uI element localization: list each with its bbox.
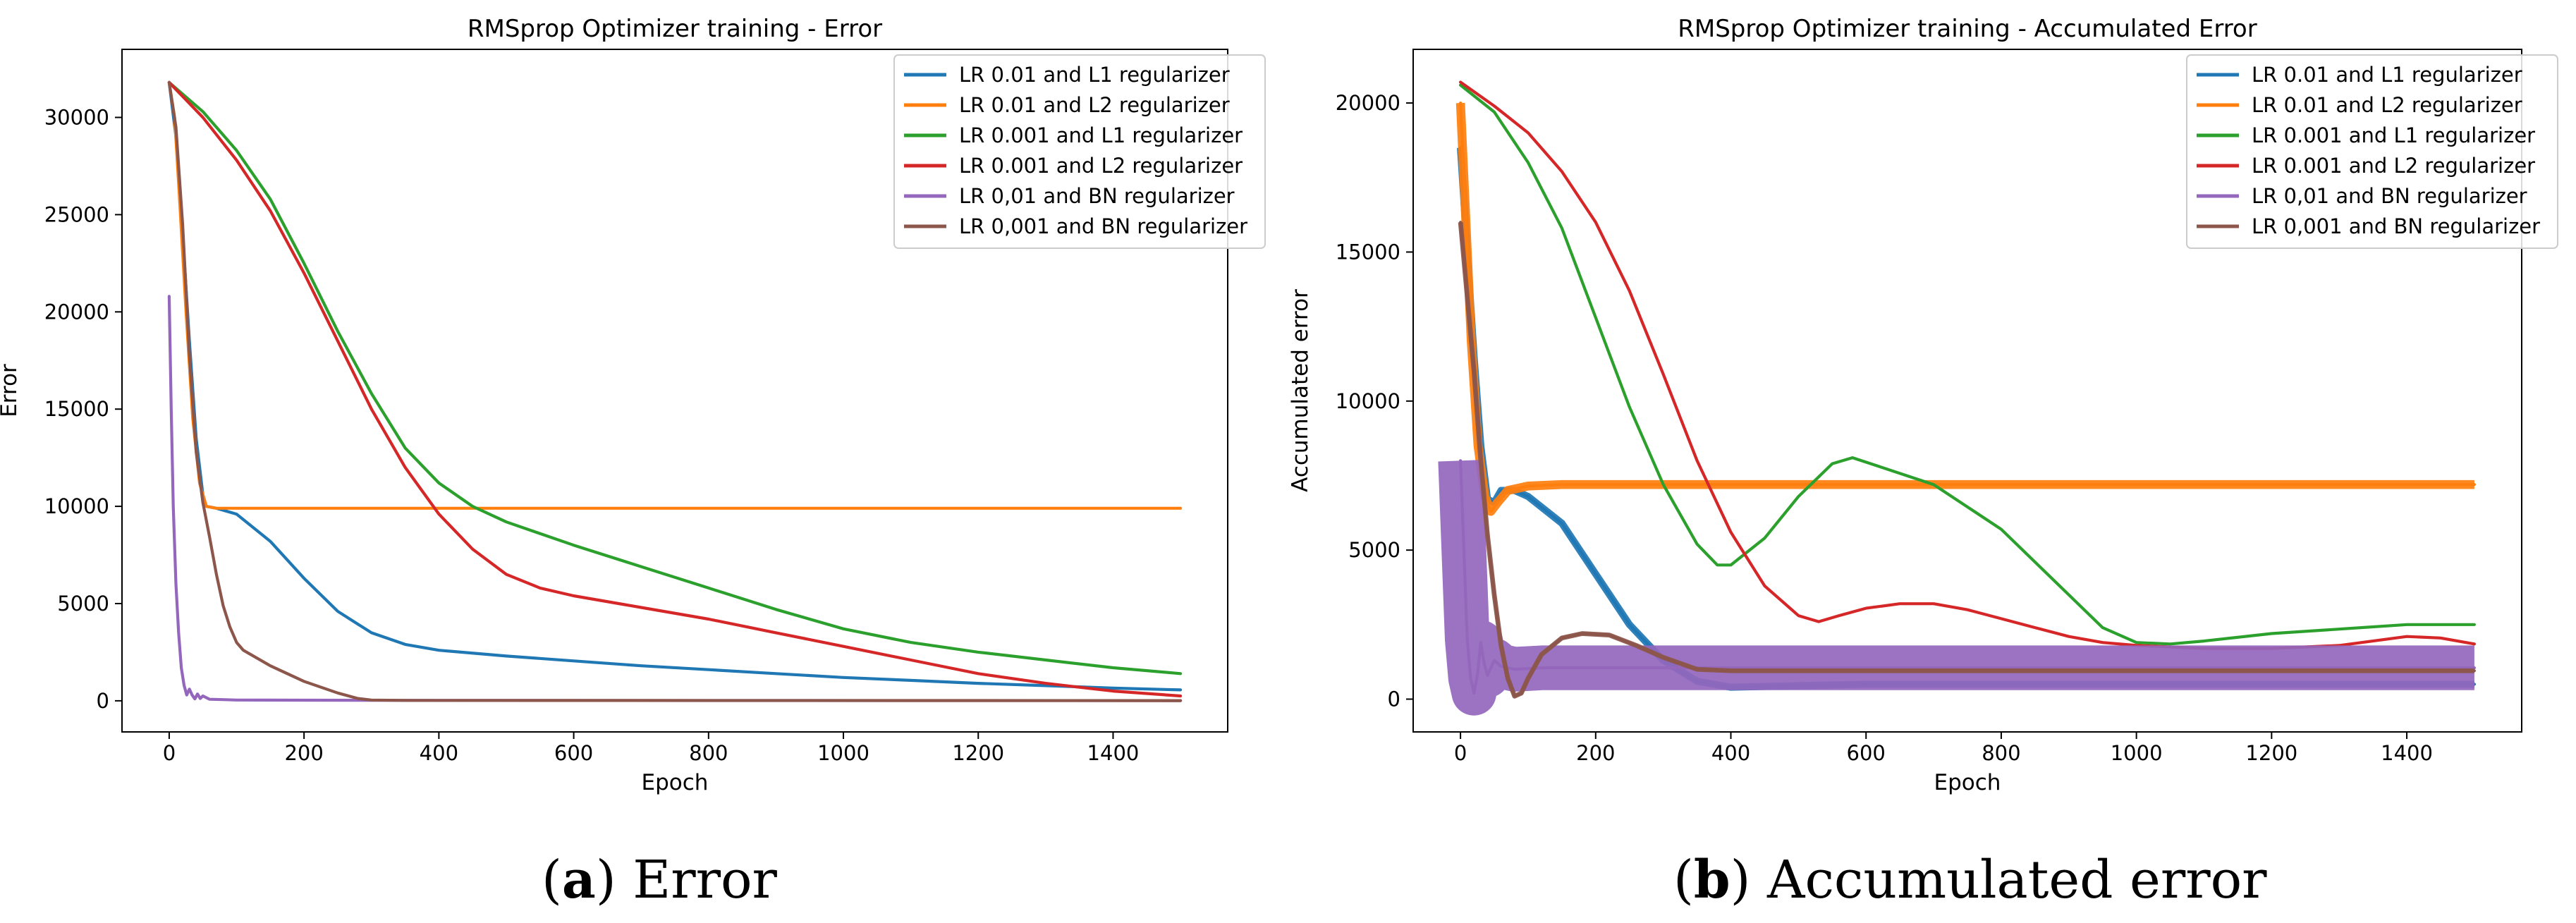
x-tick-label: 1000 — [2111, 741, 2163, 765]
y-tick-label: 30000 — [44, 106, 109, 130]
legend-entry: LR 0,001 and BN regularizer — [959, 214, 1247, 238]
y-tick-label: 20000 — [44, 300, 109, 324]
y-tick-label: 10000 — [44, 494, 109, 518]
caption-b-text: Accumulated error — [1750, 850, 2267, 910]
series-line-5 — [167, 80, 1183, 702]
x-tick-label: 600 — [554, 741, 593, 765]
x-tick-label: 400 — [420, 741, 458, 765]
chart-panel-a: 0 200 400 600 800 1000 1200 1400 0 5000 10000 15000… — [0, 15, 1266, 795]
y-tick-label: 0 — [97, 689, 109, 713]
series-line-4 — [1459, 459, 2476, 695]
caption-a-text: Error — [616, 850, 777, 910]
chart-title: RMSprop Optimizer training - Error — [468, 15, 882, 43]
x-tick-label: 600 — [1847, 741, 1886, 765]
x-axis-label: Epoch — [1934, 770, 2001, 795]
y-tick-label: 20000 — [1336, 91, 1400, 115]
plot-frame — [121, 49, 1228, 733]
x-tick-label: 1200 — [2245, 741, 2297, 765]
y-tick-label: 15000 — [1336, 240, 1400, 264]
legend-box — [2186, 54, 2558, 249]
legend-entry: LR 0.001 and L1 regularizer — [959, 123, 1243, 147]
caption-a-letter: a — [561, 850, 596, 910]
y-tick-label: 5000 — [1348, 538, 1400, 562]
series-group — [167, 80, 1183, 702]
legend-entry: LR 0.01 and L1 regularizer — [959, 63, 1230, 87]
legend-entry: LR 0.01 and L2 regularizer — [2252, 93, 2522, 117]
series-line-2 — [167, 80, 1183, 676]
x-tick-label: 800 — [1982, 741, 2020, 765]
x-tick-label: 0 — [1454, 741, 1467, 765]
series-line-4 — [167, 295, 1183, 702]
x-tick-label: 0 — [163, 741, 176, 765]
caption-b-letter: b — [1693, 850, 1730, 910]
y-tick-label: 15000 — [44, 397, 109, 421]
y-axis-label: Error — [0, 364, 22, 417]
series-line-3 — [167, 80, 1183, 698]
legend-entry: LR 0.01 and L2 regularizer — [959, 93, 1230, 117]
legend-entry: LR 0,001 and BN regularizer — [2252, 214, 2540, 238]
x-tick-label: 800 — [689, 741, 728, 765]
legend-entry: LR 0,01 and BN regularizer — [959, 184, 1235, 208]
chart-title: RMSprop Optimizer training - Accumulated… — [1678, 15, 2257, 43]
y-tick-label: 25000 — [44, 202, 109, 226]
legend-entry: LR 0.001 and L2 regularizer — [959, 154, 1243, 178]
x-tick-label: 1400 — [1087, 741, 1140, 765]
legend: LR 0.01 and L1 regularizer LR 0.01 and L2… — [2186, 54, 2558, 249]
caption-a: (a) Error — [542, 850, 777, 910]
x-tick-label: 200 — [284, 741, 323, 765]
y-tick-label: 0 — [1388, 687, 1400, 711]
legend-entry: LR 0.001 and L1 regularizer — [2252, 123, 2535, 147]
legend-box — [893, 54, 1266, 249]
series-band-4 — [1438, 460, 2474, 716]
legend-entry: LR 0.001 and L2 regularizer — [2252, 154, 2535, 178]
series-band-5 — [1458, 221, 2474, 699]
series-group — [1438, 80, 2476, 716]
x-tick-label: 1000 — [817, 741, 869, 765]
x-tick-label: 400 — [1711, 741, 1750, 765]
plot-frame — [1412, 49, 2522, 733]
y-axis-label: Accumulated error — [1288, 289, 1313, 492]
series-line-2 — [1459, 83, 2476, 646]
legend-entry: LR 0.01 and L1 regularizer — [2252, 63, 2522, 87]
caption-b: (b) Accumulated error — [1673, 850, 2267, 910]
series-line-5 — [1459, 221, 2476, 698]
x-axis-label: Epoch — [642, 770, 709, 795]
legend-entry: LR 0,01 and BN regularizer — [2252, 184, 2527, 208]
legend: LR 0.01 and L1 regularizer LR 0.01 and L2… — [893, 54, 1266, 249]
chart-panel-b: 0 200 400 600 800 1000 1200 1400 0 5000 10000 15000… — [1288, 15, 2558, 795]
y-tick-label: 5000 — [57, 592, 109, 616]
x-tick-label: 1400 — [2381, 741, 2433, 765]
x-tick-label: 200 — [1576, 741, 1615, 765]
y-tick-label: 10000 — [1336, 389, 1400, 413]
x-tick-label: 1200 — [952, 741, 1004, 765]
